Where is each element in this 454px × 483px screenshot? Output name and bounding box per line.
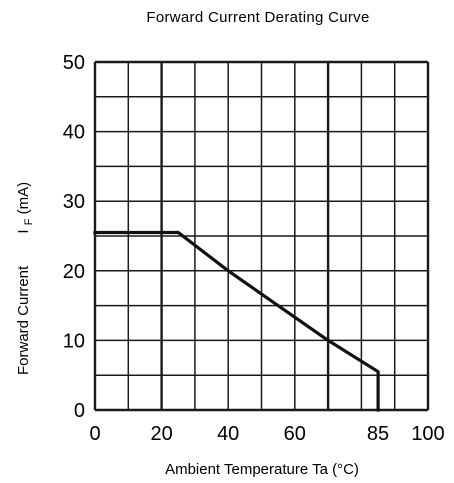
- y-tick-label: 0: [74, 400, 85, 422]
- y-axis-label-subscript: F: [23, 218, 35, 225]
- derating-curve: [93, 230, 380, 412]
- y-axis-label-suffix: (mA): [15, 182, 32, 215]
- y-tick-label: 50: [63, 52, 85, 74]
- y-axis-label-unit: I: [15, 229, 32, 233]
- x-tick-label: 20: [150, 423, 172, 445]
- y-tick-label: 40: [63, 122, 85, 144]
- x-axis-label: Ambient Temperature Ta (°C): [165, 461, 359, 478]
- y-tick-labels: 0 10 20 30 40 50: [63, 52, 85, 422]
- y-tick-label: 30: [63, 191, 85, 213]
- x-tick-label: 60: [284, 423, 306, 445]
- x-tick-labels: 0 20 40 60 85 100: [89, 423, 444, 445]
- chart-title: Forward Current Derating Curve: [146, 9, 369, 26]
- y-tick-label: 10: [63, 330, 85, 352]
- series-layer: [93, 230, 380, 412]
- y-axis-label-prefix: Forward Current: [15, 265, 32, 375]
- x-tick-label: 40: [217, 423, 239, 445]
- grid: [93, 60, 430, 412]
- y-tick-label: 20: [63, 261, 85, 283]
- x-tick-label: 85: [367, 423, 389, 445]
- x-tick-label: 0: [89, 423, 100, 445]
- y-axis-label: Forward Current I F (mA): [15, 182, 36, 375]
- x-tick-label: 100: [411, 423, 444, 445]
